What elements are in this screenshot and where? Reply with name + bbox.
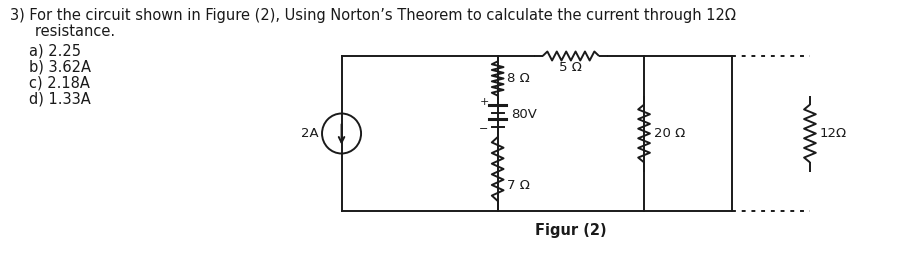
Text: a) 2.25: a) 2.25	[29, 44, 82, 59]
Text: 12Ω: 12Ω	[820, 127, 846, 140]
Text: 8 Ω: 8 Ω	[508, 72, 531, 85]
Text: 7 Ω: 7 Ω	[508, 179, 531, 192]
Text: 3) For the circuit shown in Figure (2), Using Norton’s Theorem to calculate the : 3) For the circuit shown in Figure (2), …	[10, 8, 735, 23]
Text: b) 3.62A: b) 3.62A	[29, 60, 91, 75]
Text: −: −	[479, 124, 488, 134]
Text: resistance.: resistance.	[21, 24, 116, 39]
Text: 5 Ω: 5 Ω	[559, 61, 582, 74]
Text: 2A: 2A	[300, 127, 319, 140]
Text: 20 Ω: 20 Ω	[654, 127, 685, 140]
Text: c) 2.18A: c) 2.18A	[29, 76, 90, 91]
Text: d) 1.33A: d) 1.33A	[29, 92, 91, 107]
Text: Figur (2): Figur (2)	[535, 223, 607, 238]
Text: 80V: 80V	[511, 107, 537, 120]
Text: +: +	[479, 97, 488, 107]
